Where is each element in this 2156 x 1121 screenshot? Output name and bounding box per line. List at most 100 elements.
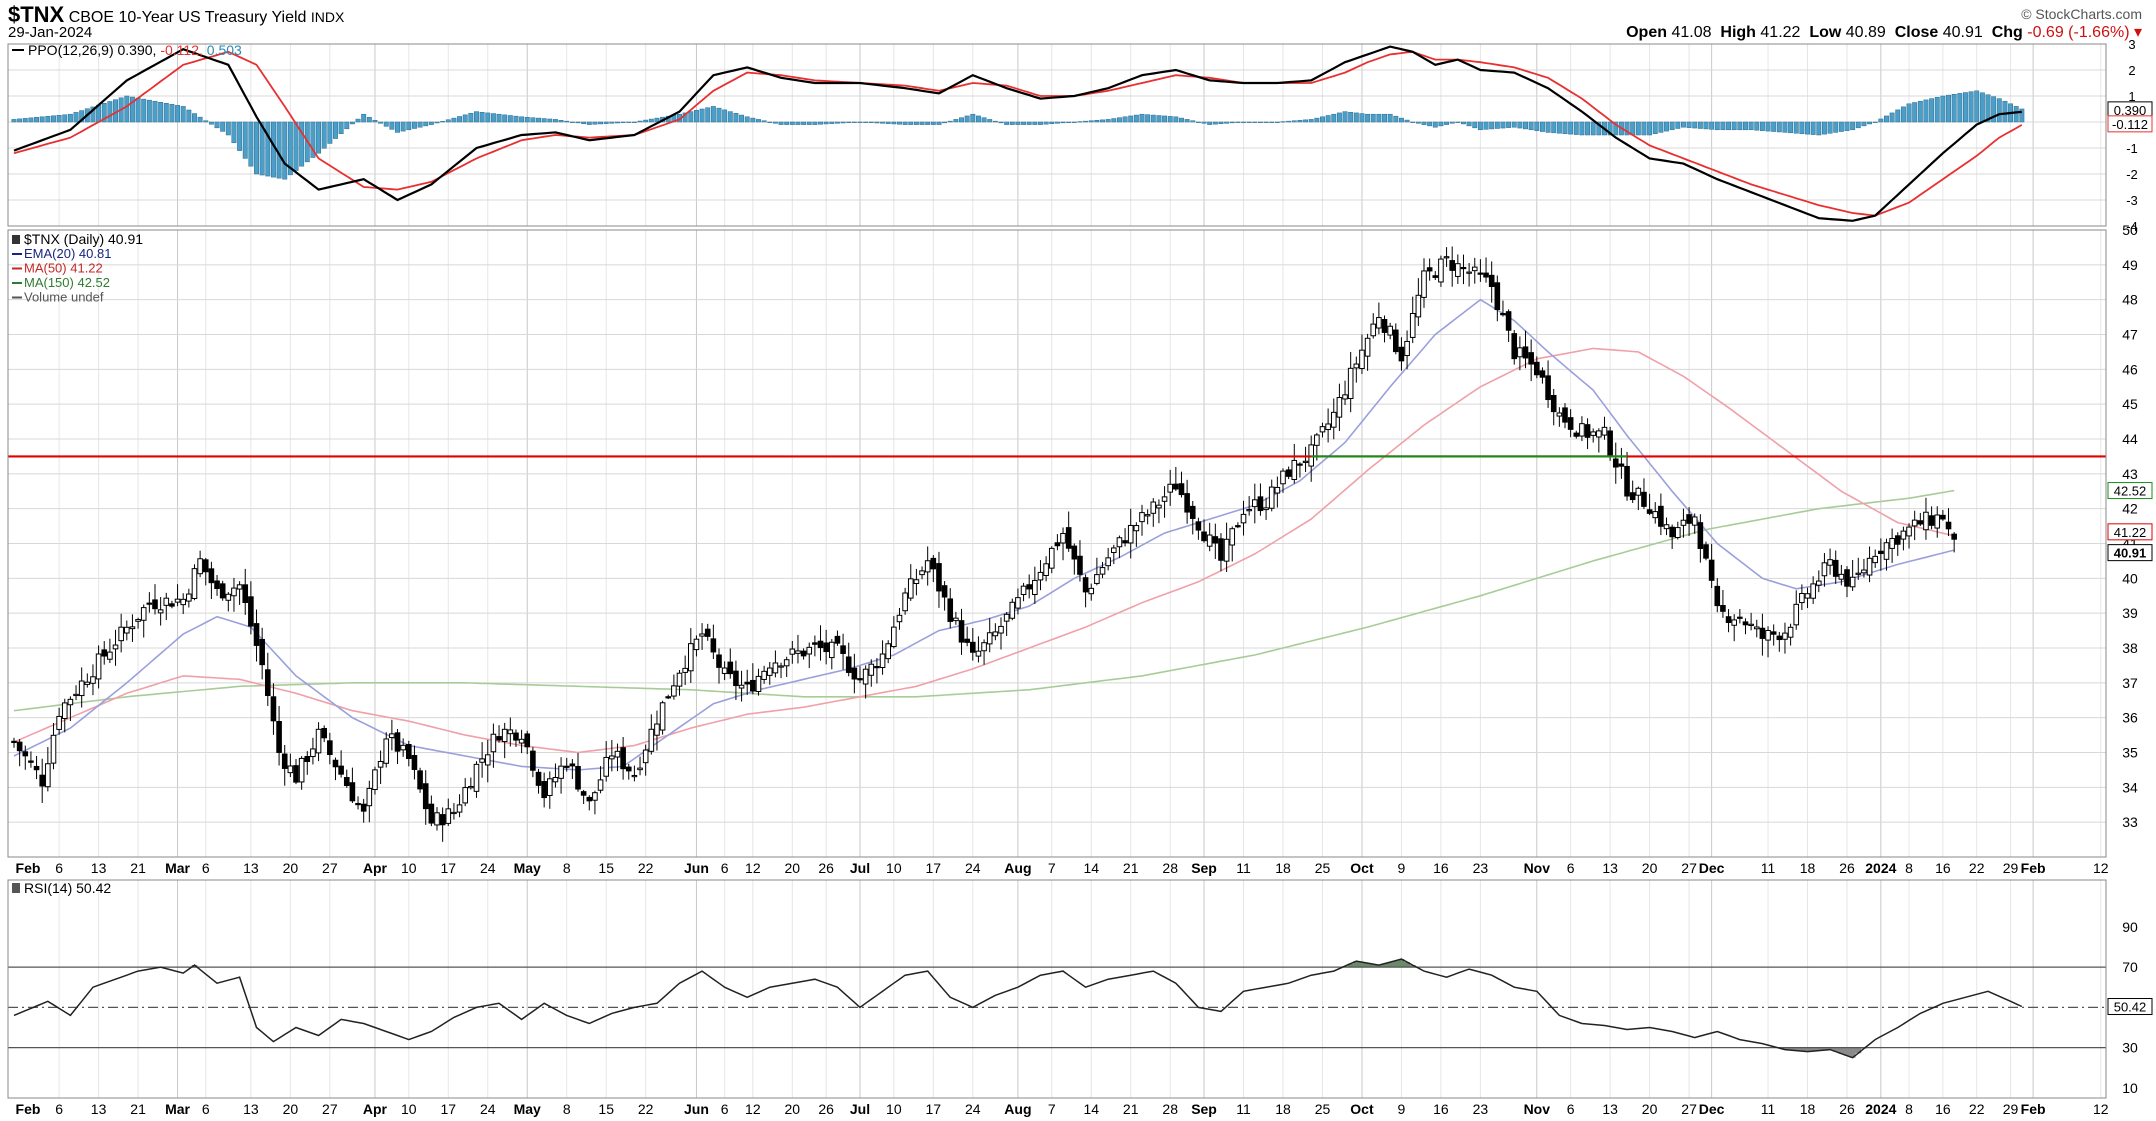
ppo-histogram-bar (688, 111, 694, 123)
ppo-histogram-bar (1004, 121, 1010, 125)
candle-body (975, 650, 982, 657)
ppo-histogram-bar (772, 121, 778, 124)
x-tick-label: Apr (363, 860, 388, 876)
candle-body (383, 738, 390, 764)
x-tick-label: 8 (1905, 860, 1913, 876)
candle-body (1099, 567, 1106, 575)
ppo-histogram-bar (406, 121, 412, 131)
ppo-histogram-bar (637, 120, 643, 123)
candle-body (857, 678, 863, 681)
ppo-histogram-bar (1889, 112, 1895, 123)
candle-body (1878, 550, 1884, 555)
x-tick-label: 26 (1839, 1101, 1855, 1117)
candle-body (563, 765, 570, 768)
x-tick-label: 12 (2093, 860, 2109, 876)
candle-body (169, 603, 175, 607)
ppo-histogram-bar (1116, 117, 1122, 123)
high-label: High (1720, 24, 1756, 41)
ppo-histogram-bar (1314, 117, 1320, 123)
ppo-histogram-bar (158, 101, 164, 123)
candle-body (1421, 270, 1427, 298)
candle-body (1624, 465, 1630, 497)
candle-body (270, 696, 277, 722)
x-tick-label: 13 (1602, 1101, 1618, 1117)
candle-body (1629, 492, 1636, 501)
x-tick-label: 8 (563, 1101, 571, 1117)
candle-body (648, 728, 655, 752)
candle-body (1404, 340, 1410, 357)
ppo-histogram-bar (1912, 102, 1918, 123)
candle-body (1167, 483, 1174, 493)
ppo-histogram-bar (603, 121, 609, 124)
candle-body (135, 619, 141, 622)
instrument-name: CBOE 10-Year US Treasury Yield (68, 9, 307, 26)
ppo-histogram-bar (530, 117, 536, 123)
rsi-date-axis: Feb 6 13 21 Mar 6 13 20 27 Apr 10 17 24 May 8 15 22 Jun 6 1… (16, 1101, 2109, 1117)
x-tick-label: 26 (818, 1101, 834, 1117)
candle-body (1415, 294, 1422, 318)
ppo-legend-part: PPO(12,26,9) (28, 42, 118, 58)
candle-body (1827, 559, 1833, 566)
candle-body (1432, 275, 1439, 278)
x-tick-label: 2024 (1865, 1101, 1896, 1117)
candle-body (1285, 469, 1292, 477)
ppo-histogram-bar (1241, 121, 1246, 123)
x-tick-label: 7 (1048, 1101, 1056, 1117)
ppo-histogram-bar (778, 121, 784, 125)
ppo-histogram-bar (440, 121, 446, 123)
candle-body (1894, 535, 1901, 545)
ppo-histogram-bar (823, 121, 829, 125)
rsi-oversold-fill (1776, 1047, 1867, 1058)
candle-body (202, 559, 209, 573)
ppo-histogram-bar (744, 116, 750, 123)
candle-body (1077, 555, 1083, 575)
ppo-y-tick: -4 (2126, 219, 2138, 234)
ema20-line (13, 298, 1955, 771)
candle-body (1680, 519, 1687, 526)
ppo-histogram-bar (598, 121, 604, 125)
ppo-histogram-bar (383, 121, 389, 127)
candle-body (806, 646, 813, 655)
low-label: Low (1809, 24, 1842, 41)
x-tick-label: 16 (1433, 1101, 1449, 1117)
ppo-histogram-bar (897, 121, 902, 125)
candle-body (693, 638, 700, 651)
candle-body (541, 781, 547, 799)
ppo-histogram-bar (237, 121, 243, 151)
candle-body (1336, 397, 1343, 418)
candle-body (1387, 325, 1393, 336)
candle-body (558, 765, 564, 779)
x-tick-label: 24 (965, 1101, 981, 1117)
ppo-histogram-bar (1884, 115, 1889, 123)
candle-body (654, 723, 660, 736)
ppo-histogram-bar (789, 121, 795, 125)
candle-body (1240, 513, 1247, 524)
ppo-histogram-bar (474, 111, 479, 123)
ppo-histogram-bar (812, 121, 818, 125)
x-tick-label: May (514, 860, 541, 876)
ppo-histogram-bar (423, 121, 429, 127)
ppo-histogram-bar (1697, 121, 1703, 129)
ppo-histogram-bar (1150, 114, 1156, 123)
x-tick-label: 13 (91, 860, 107, 876)
ppo-histogram-bar (1579, 121, 1585, 136)
candle-body (101, 649, 108, 657)
price-legend-item: MA(50) 41.22 (24, 261, 103, 276)
ppo-histogram-bar (67, 113, 73, 123)
ppo-histogram-bar (287, 121, 293, 176)
ppo-histogram-bar (1026, 121, 1032, 125)
ppo-histogram-bar (761, 120, 767, 123)
ppo-histogram-bar (1816, 121, 1822, 136)
rsi-last-tag: 50.42 (2114, 1000, 2147, 1015)
price-y-tick: 39 (2122, 605, 2138, 621)
ppo-histogram-bar (964, 115, 970, 123)
candle-body (1539, 370, 1546, 378)
ppo-histogram-bar (626, 121, 632, 123)
x-tick-label: 28 (1162, 860, 1178, 876)
ppo-histogram-bar (1009, 121, 1015, 125)
candle-body (1917, 520, 1924, 525)
ppo-histogram-bar (1410, 121, 1416, 123)
ppo-histogram-bar (739, 114, 745, 123)
ppo-histogram-bar (1320, 116, 1325, 123)
price-legend-item: EMA(20) 40.81 (24, 246, 111, 261)
